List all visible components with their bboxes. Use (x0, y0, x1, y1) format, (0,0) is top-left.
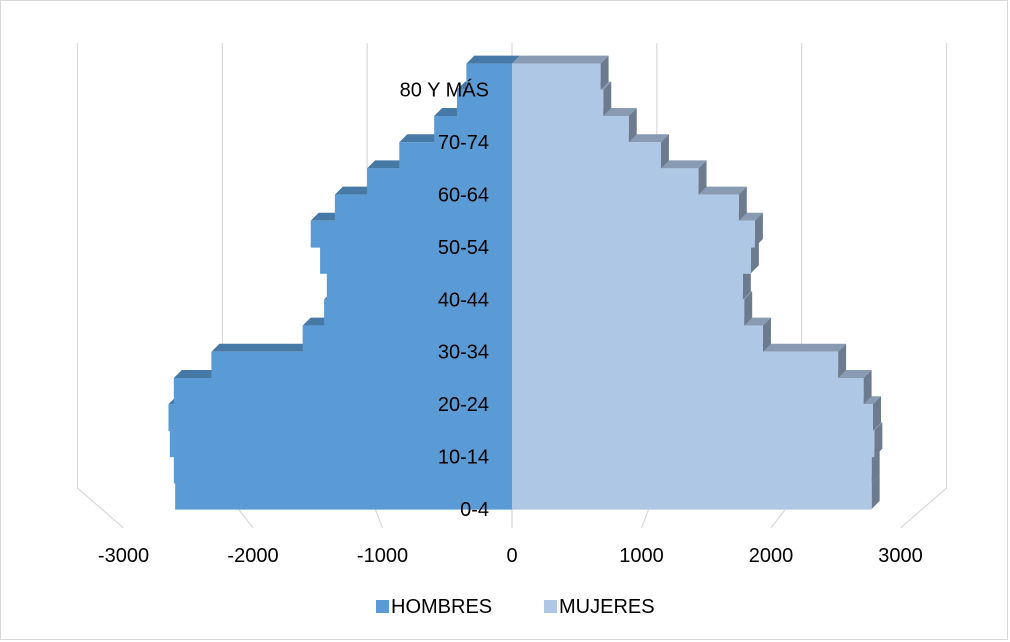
bar-side-face (762, 317, 771, 352)
legend-swatch (544, 600, 557, 613)
category-label: 50-54 (438, 237, 489, 259)
bar-front-face (310, 220, 512, 248)
x-tick-label: -2000 (227, 545, 278, 567)
category-label: 0-4 (460, 499, 489, 521)
bar-front-face (169, 430, 513, 458)
gridline-floor (900, 487, 947, 529)
category-label: 30-34 (438, 342, 489, 364)
bar-front-face (399, 142, 512, 169)
bar-side-face (603, 81, 612, 116)
category-labels: 0-4 10-14 20-24 30-34 40-44 50-54 60-64 70-74 80… (400, 79, 489, 521)
bar-front-face (324, 299, 512, 327)
gridline-floor (77, 487, 124, 529)
legend-label: MUJERES (559, 596, 655, 618)
bar-side-face (754, 212, 763, 247)
x-tick-label: 2000 (749, 545, 794, 567)
bar-side-face (744, 291, 753, 326)
bar-front-face (173, 378, 513, 405)
category-label: 60-64 (438, 185, 489, 207)
bar-front-face (512, 142, 661, 169)
bar-front-face (512, 63, 601, 91)
bar-front-face (512, 378, 864, 405)
bar-front-face (211, 351, 512, 379)
bar-front-face (334, 194, 512, 222)
category-label: 80 Y MÁS (400, 79, 489, 102)
bar-front-face (512, 89, 604, 117)
bar-top-face (466, 55, 520, 64)
bar-front-face (512, 247, 751, 274)
bar-side-face (628, 108, 637, 143)
bar-side-face (863, 370, 872, 405)
bar-side-face (871, 474, 880, 509)
bar-front-face (320, 247, 512, 274)
x-tick-label: 3000 (878, 545, 923, 567)
legend-item-mujeres: MUJERES (544, 596, 655, 618)
bar-front-face (466, 63, 512, 91)
bar-front-face (512, 404, 873, 431)
x-tick-label: 0 (506, 545, 517, 567)
bar-mujeres-80 Y MÁS (512, 55, 609, 91)
category-label: 70-74 (438, 132, 489, 154)
bar-front-face (175, 482, 512, 510)
x-tick-labels: -3000 -2000 -1000 0 1000 2000 3000 (98, 545, 923, 567)
bar-top-face (512, 55, 609, 64)
x-tick-label: 1000 (619, 545, 664, 567)
bar-front-face (512, 325, 763, 353)
bar-front-face (512, 194, 739, 222)
bar-hombres-80 Y MÁS (466, 55, 520, 91)
bar-front-face (168, 404, 512, 431)
bar-front-face (326, 273, 512, 300)
bar-side-face (660, 134, 669, 169)
bar-front-face (512, 116, 629, 143)
legend-swatch (376, 600, 389, 613)
bar-front-face (434, 116, 512, 143)
category-label: 10-14 (438, 447, 489, 469)
category-label: 40-44 (438, 289, 489, 311)
bar-front-face (512, 299, 745, 327)
legend-label: HOMBRES (391, 596, 492, 618)
bar-front-face (302, 325, 512, 353)
x-tick-label: -1000 (357, 545, 408, 567)
bar-front-face (512, 430, 875, 458)
bar-front-face (456, 89, 512, 117)
bar-front-face (512, 220, 755, 248)
legend: HOMBRES MUJERES (376, 596, 655, 618)
bar-side-face (874, 422, 883, 457)
bar-side-face (872, 396, 881, 431)
x-tick-label: -3000 (98, 545, 149, 567)
bar-front-face (512, 273, 743, 300)
bars (168, 55, 883, 510)
bar-front-face (367, 168, 512, 196)
bar-front-face (512, 168, 699, 196)
bar-front-face (512, 482, 872, 510)
bar-side-face (698, 160, 707, 195)
bar-side-face (600, 55, 609, 90)
bar-front-face (512, 351, 839, 379)
bar-side-face (738, 186, 747, 221)
legend-item-hombres: HOMBRES (376, 596, 492, 618)
bar-front-face (512, 456, 872, 484)
bar-side-face (838, 343, 847, 378)
category-label: 20-24 (438, 394, 489, 416)
bar-front-face (173, 456, 513, 484)
